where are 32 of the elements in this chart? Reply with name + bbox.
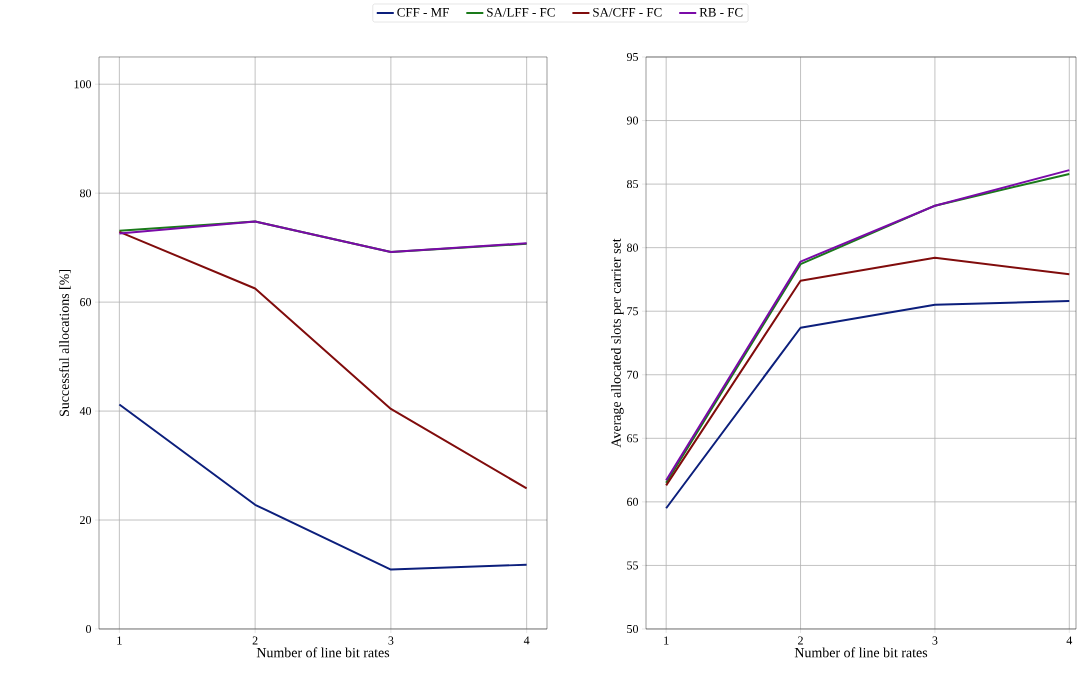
x-tick-label: 1 xyxy=(117,636,122,645)
y-tick-label: 60 xyxy=(80,298,92,307)
y-tick-label: 55 xyxy=(627,561,639,570)
x-tick-label: 1 xyxy=(664,636,669,645)
legend-label: SA/CFF - FC xyxy=(593,7,662,17)
y-tick-label: 80 xyxy=(79,189,92,198)
x-tick-label: 2 xyxy=(252,636,258,645)
y-tick-label: 60 xyxy=(627,497,639,506)
x-tick-label: 3 xyxy=(388,636,394,645)
legend-label: CFF - MF xyxy=(397,7,449,17)
y-tick-label: 40 xyxy=(79,407,92,416)
y-tick-label: 85 xyxy=(626,180,639,189)
legend-label: RB - FC xyxy=(699,7,743,17)
y-tick-label: 80 xyxy=(626,243,639,252)
y-tick-label: 75 xyxy=(627,307,639,316)
y-tick-label: 20 xyxy=(80,515,92,525)
y-tick-label: 70 xyxy=(627,370,639,379)
y-axis-title: Average allocated slots per carrier set xyxy=(611,238,624,448)
x-tick-label: 4 xyxy=(523,636,530,645)
y-tick-label: 100 xyxy=(74,80,92,89)
x-tick-label: 3 xyxy=(932,636,938,645)
y-tick-label: 65 xyxy=(627,434,639,443)
legend-label: SA/LFF - FC xyxy=(487,7,555,17)
x-axis-title: Number of line bit rates xyxy=(256,647,390,658)
x-tick-label: 2 xyxy=(798,636,803,645)
y-axis-title: Successful allocations [%] xyxy=(59,270,71,417)
y-tick-label: 90 xyxy=(626,116,639,125)
y-tick-label: 0 xyxy=(85,624,92,634)
y-tick-label: 95 xyxy=(626,52,639,61)
x-tick-label: 4 xyxy=(1066,636,1073,645)
x-axis-title: Number of line bit rates xyxy=(794,647,928,658)
y-tick-label: 50 xyxy=(627,624,639,634)
